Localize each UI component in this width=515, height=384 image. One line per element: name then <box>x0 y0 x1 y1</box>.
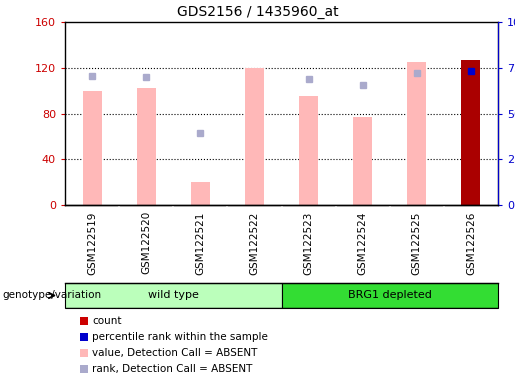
Bar <box>136 88 156 205</box>
Bar <box>353 117 372 205</box>
Text: value, Detection Call = ABSENT: value, Detection Call = ABSENT <box>92 348 258 358</box>
Text: GSM122519: GSM122519 <box>87 211 97 275</box>
Bar <box>191 182 210 205</box>
Text: genotype/variation: genotype/variation <box>3 291 101 301</box>
Text: GSM122521: GSM122521 <box>195 211 205 275</box>
Text: wild type: wild type <box>148 291 199 301</box>
Bar <box>245 68 264 205</box>
Bar <box>461 60 480 205</box>
Text: GSM122525: GSM122525 <box>412 211 422 275</box>
Text: GSM122526: GSM122526 <box>466 211 476 275</box>
Text: GSM122524: GSM122524 <box>358 211 368 275</box>
Bar <box>65 283 282 308</box>
Bar <box>407 62 426 205</box>
Bar <box>82 91 101 205</box>
Text: GSM122520: GSM122520 <box>141 211 151 275</box>
Text: count: count <box>92 316 122 326</box>
Text: rank, Detection Call = ABSENT: rank, Detection Call = ABSENT <box>92 364 252 374</box>
Text: percentile rank within the sample: percentile rank within the sample <box>92 332 268 342</box>
Bar <box>299 96 318 205</box>
Text: GSM122522: GSM122522 <box>249 211 260 275</box>
Text: BRG1 depleted: BRG1 depleted <box>348 291 432 301</box>
Text: GDS2156 / 1435960_at: GDS2156 / 1435960_at <box>177 5 338 19</box>
Text: GSM122523: GSM122523 <box>303 211 314 275</box>
Bar <box>282 283 498 308</box>
